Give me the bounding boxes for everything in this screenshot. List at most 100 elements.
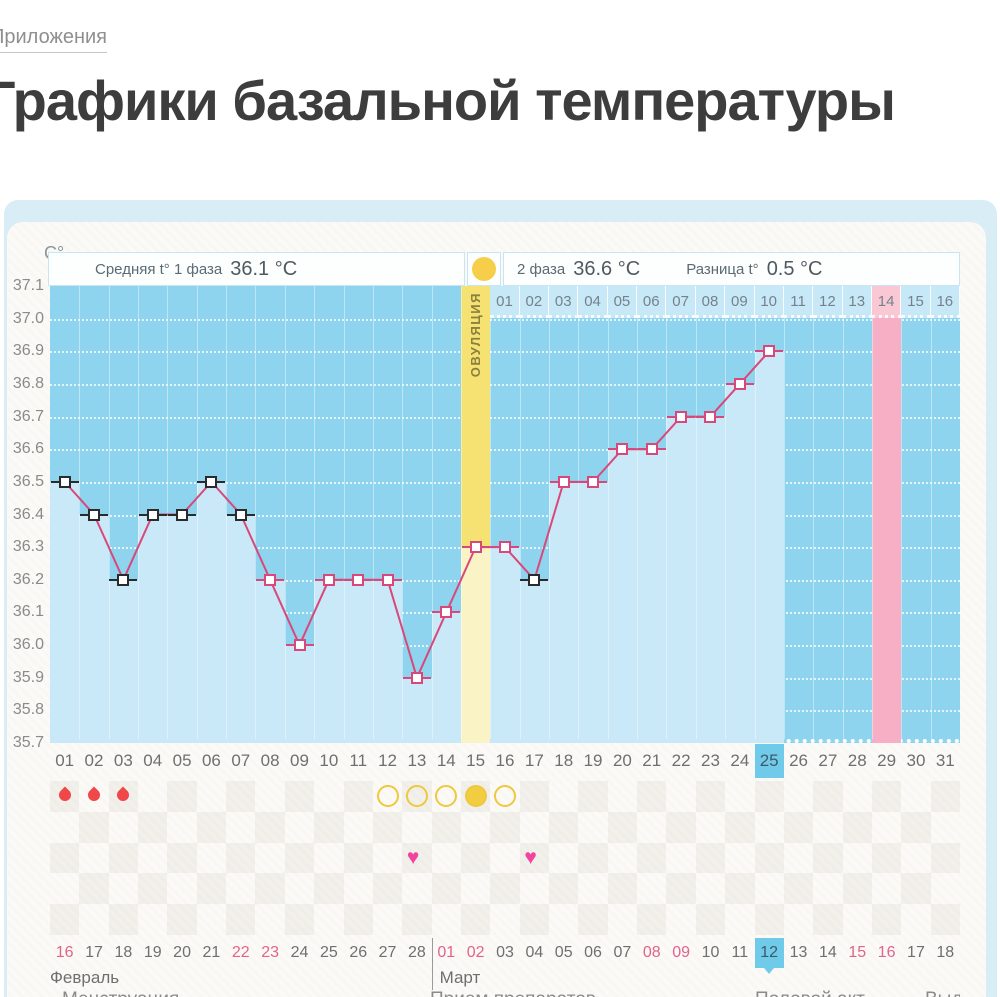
date-cell[interactable]: 10 [701,944,720,961]
cycle-day-cell[interactable]: 12 [378,751,398,770]
cycle-day-cell[interactable]: 11 [349,751,368,770]
phase2-day-cell[interactable]: 15 [901,286,931,318]
checker-cell [695,842,726,874]
cycle-day-row: 01 02 03 04 05 06 07 08 09 10 11 12 13 14 15 16 17 18 19 20… [50,744,960,780]
cycle-day-cell[interactable]: 06 [201,751,221,770]
checker-cell [607,811,638,843]
checker-cell [783,873,814,905]
legend-cutoff-row: Менструация Прием препаратов Половой акт Вы… [50,989,960,997]
checker-cell [930,904,960,935]
phase2-day-cell[interactable]: 14 [871,286,902,318]
cycle-day-cell[interactable]: 10 [319,751,339,770]
date-cell[interactable]: 25 [319,944,338,961]
date-cell[interactable]: 11 [731,944,749,961]
cycle-day-cell[interactable]: 17 [524,751,544,770]
date-cell[interactable]: 06 [584,944,602,961]
phase2-day-cell[interactable]: 06 [637,286,667,318]
phase2-day-cell[interactable]: 11 [783,286,814,318]
date-cell[interactable]: 19 [143,944,162,961]
date-cell[interactable]: 02 [466,944,485,961]
phase2-day-cell[interactable]: 10 [754,286,784,318]
date-cell[interactable]: 14 [818,944,837,961]
cycle-day-cell[interactable]: 20 [612,751,632,770]
cycle-day-cell[interactable]: 31 [935,751,955,770]
date-cell[interactable]: 15 [848,944,867,961]
date-cell[interactable]: 27 [378,944,397,961]
date-cell[interactable]: 13 [789,944,808,961]
checker-cell [754,904,784,935]
gridline [50,416,960,419]
cycle-day-cell[interactable]: 02 [84,751,104,770]
cycle-day-cell[interactable]: 29 [877,751,897,770]
phase2-day-cell[interactable]: 01 [490,286,520,318]
date-cell[interactable]: 18 [114,944,133,961]
phase2-day-cell[interactable]: 03 [549,286,579,318]
gridline [50,383,960,386]
date-cell[interactable]: 28 [408,944,426,961]
checker-cell [196,873,227,905]
date-cell[interactable]: 09 [672,944,690,961]
date-cell[interactable]: 18 [936,944,955,961]
phase2-day-cell[interactable]: 07 [666,286,696,318]
cycle-day-cell[interactable]: 25 [754,744,784,778]
cycle-day-cell[interactable]: 16 [495,751,515,770]
cycle-day-cell[interactable]: 09 [290,751,309,770]
checker-cell [167,781,197,812]
date-cell[interactable]: 17 [907,944,925,961]
phase2-day-cell[interactable]: 08 [695,286,726,318]
date-cell[interactable]: 03 [496,944,514,961]
phase2-day-cell[interactable]: 13 [842,286,872,318]
cycle-day-cell[interactable]: 15 [466,751,486,770]
column-separator [196,286,198,739]
date-cell[interactable]: 26 [349,944,368,961]
cycle-day-cell[interactable]: 01 [55,751,75,770]
cycle-day-cell[interactable]: 04 [143,751,163,770]
breadcrumb-link-apps[interactable]: Приложения [0,26,108,53]
cycle-day-cell[interactable]: 19 [583,751,603,770]
checker-cell [813,904,843,935]
cycle-day-cell[interactable]: 21 [642,751,662,770]
date-cell[interactable]: 24 [290,944,309,961]
checker-cell [79,811,109,843]
cycle-day-cell[interactable]: 22 [671,751,691,770]
date-cell[interactable]: 17 [85,944,103,961]
cycle-day-cell[interactable]: 08 [260,751,280,770]
phase2-day-cell[interactable]: 09 [725,286,755,318]
y-axis-tick: 36.6 [12,440,44,458]
y-axis-tick: 35.9 [12,668,44,686]
cycle-day-cell[interactable]: 07 [231,751,251,770]
phase2-label: 2 фаза [517,260,566,278]
column-separator [901,286,903,739]
phase2-day-cell[interactable]: 05 [607,286,638,318]
cycle-day-cell[interactable]: 05 [172,751,192,770]
cycle-day-cell[interactable]: 26 [789,751,808,770]
cycle-day-cell[interactable]: 30 [906,751,926,770]
phase2-day-cell[interactable]: 02 [519,286,550,318]
cycle-day-cell[interactable]: 28 [847,751,867,770]
cycle-day-cell[interactable]: 03 [113,751,133,770]
date-cell[interactable]: 05 [554,944,573,961]
date-cell[interactable]: 20 [173,944,191,961]
cycle-day-cell[interactable]: 23 [701,751,720,770]
date-cell[interactable]: 22 [231,944,250,961]
date-cell[interactable]: 16 [877,944,896,961]
date-cell[interactable]: 21 [202,944,221,961]
cycle-day-cell[interactable]: 18 [554,751,574,770]
date-cell[interactable]: 01 [437,944,456,961]
cycle-day-cell[interactable]: 13 [407,751,427,770]
date-cell[interactable]: 04 [525,944,544,961]
cycle-day-cell[interactable]: 27 [818,751,838,770]
cycle-day-cell[interactable]: 24 [730,751,750,770]
date-cell[interactable]: 08 [642,944,661,961]
date-cell[interactable]: 16 [55,944,74,961]
cycle-day-cell[interactable]: 14 [436,751,456,770]
phase2-day-cell[interactable]: 12 [813,286,843,318]
date-cell[interactable]: 07 [613,944,632,961]
temperature-bar [314,579,344,743]
ovulation-test-circle-icon [435,785,458,808]
phase2-day-cell[interactable]: 04 [578,286,608,318]
phase2-day-cell[interactable]: 16 [930,286,960,318]
date-cell[interactable]: 12 [754,938,784,974]
date-cell[interactable]: 23 [261,944,280,961]
checker-cell [871,842,902,874]
